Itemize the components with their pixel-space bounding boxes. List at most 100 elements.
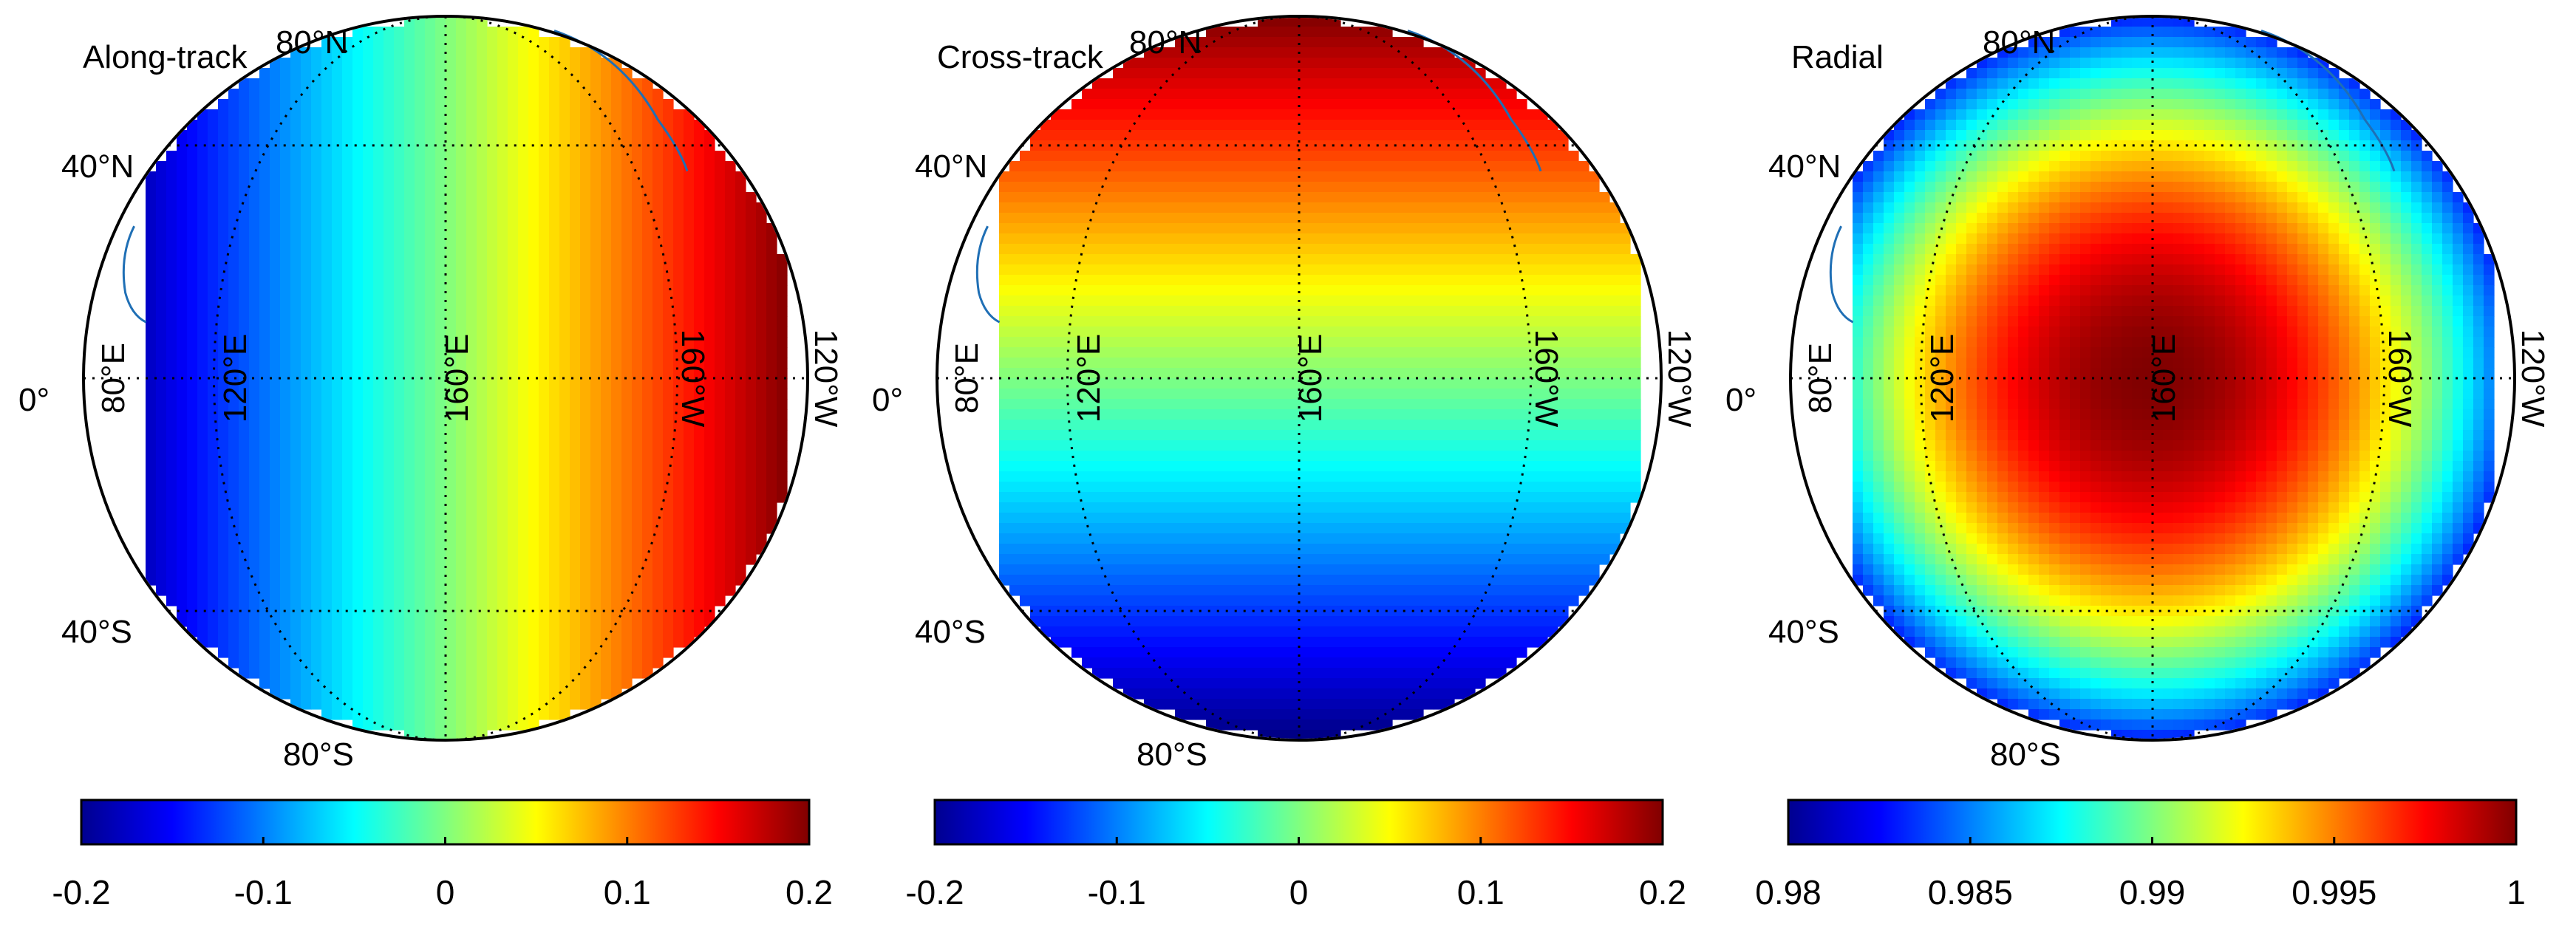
data-cell — [290, 316, 301, 327]
data-cell — [1568, 223, 1579, 234]
data-cell — [384, 699, 395, 710]
data-cell — [1372, 171, 1383, 182]
data-cell — [715, 295, 726, 307]
data-cell — [1392, 182, 1403, 193]
data-cell — [1392, 130, 1403, 141]
data-cell — [425, 389, 436, 400]
data-cell — [559, 58, 570, 69]
data-cell — [508, 347, 519, 358]
data-cell — [559, 533, 570, 544]
data-cell — [1413, 213, 1424, 224]
data-cell — [239, 451, 250, 462]
data-cell — [270, 523, 281, 534]
data-cell — [373, 233, 384, 245]
data-cell — [1154, 68, 1165, 79]
data-cell — [508, 244, 519, 255]
data-cell — [559, 316, 570, 327]
data-cell — [1361, 151, 1372, 162]
data-cell — [1071, 285, 1083, 296]
data-cell — [663, 99, 674, 110]
data-cell — [197, 130, 208, 141]
data-cell — [1568, 233, 1579, 245]
data-cell — [218, 99, 229, 110]
data-cell — [166, 182, 177, 193]
data-cell — [611, 585, 622, 596]
data-cell — [528, 399, 539, 410]
data-cell — [508, 585, 519, 596]
data-cell — [394, 616, 405, 627]
data-cell — [580, 378, 591, 389]
data-cell — [321, 202, 333, 213]
data-cell — [673, 285, 684, 296]
data-cell — [632, 409, 643, 420]
data-cell — [1465, 213, 1476, 224]
data-cell — [539, 709, 550, 720]
data-cell — [487, 409, 498, 420]
data-cell — [177, 575, 188, 586]
data-cell — [384, 295, 395, 307]
data-cell — [446, 533, 457, 544]
data-cell — [570, 523, 581, 534]
data-cell — [446, 564, 457, 575]
data-cell — [332, 554, 343, 565]
data-cell — [1061, 130, 1072, 141]
data-cell — [1175, 285, 1186, 296]
data-cell — [1040, 182, 1052, 193]
data-cell — [321, 389, 333, 400]
data-cell — [477, 699, 488, 710]
data-cell — [1475, 130, 1486, 141]
data-cell — [611, 182, 622, 193]
data-cell — [228, 513, 239, 524]
data-cell — [1599, 285, 1610, 296]
data-cell — [332, 337, 343, 348]
data-cell — [311, 254, 322, 265]
data-cell — [259, 264, 270, 276]
data-cell — [373, 575, 384, 586]
data-cell — [1465, 140, 1476, 151]
data-cell — [508, 27, 519, 38]
data-cell — [611, 233, 622, 245]
data-cell — [435, 295, 446, 307]
data-cell — [1589, 285, 1600, 296]
data-cell — [652, 326, 664, 338]
data-cell — [456, 730, 467, 739]
data-cell — [1516, 213, 1527, 224]
data-cell — [228, 140, 239, 151]
data-cell — [321, 295, 333, 307]
data-cell — [508, 192, 519, 203]
data-cell — [425, 440, 436, 451]
data-cell — [373, 99, 384, 110]
data-cell — [332, 492, 343, 503]
data-cell — [1227, 223, 1238, 234]
data-cell — [1206, 254, 1217, 265]
data-cell — [1309, 47, 1321, 58]
data-cell — [404, 264, 415, 276]
data-cell — [1340, 78, 1352, 89]
data-cell — [1278, 233, 1289, 245]
data-cell — [435, 254, 446, 265]
data-cell — [321, 606, 333, 617]
data-cell — [1206, 109, 1217, 120]
data-cell — [352, 161, 364, 172]
data-cell — [632, 399, 643, 410]
data-cell — [363, 378, 374, 389]
data-cell — [580, 657, 591, 669]
data-cell — [1082, 171, 1093, 182]
data-cell — [435, 378, 446, 389]
data-cell — [1196, 109, 1207, 120]
data-cell — [394, 564, 405, 575]
data-cell — [1061, 275, 1072, 286]
data-cell — [1413, 233, 1424, 245]
data-cell — [1434, 120, 1445, 131]
data-cell — [1154, 140, 1165, 151]
data-cell — [725, 451, 736, 462]
data-cell — [1144, 182, 1155, 193]
data-cell — [239, 637, 250, 648]
data-cell — [1227, 233, 1238, 245]
data-cell — [528, 347, 539, 358]
data-cell — [570, 699, 581, 710]
data-cell — [580, 316, 591, 327]
data-cell — [301, 68, 312, 79]
data-cell — [342, 451, 353, 462]
data-cell — [518, 492, 529, 503]
